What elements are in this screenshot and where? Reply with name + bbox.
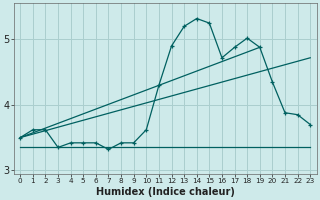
X-axis label: Humidex (Indice chaleur): Humidex (Indice chaleur) bbox=[96, 187, 235, 197]
